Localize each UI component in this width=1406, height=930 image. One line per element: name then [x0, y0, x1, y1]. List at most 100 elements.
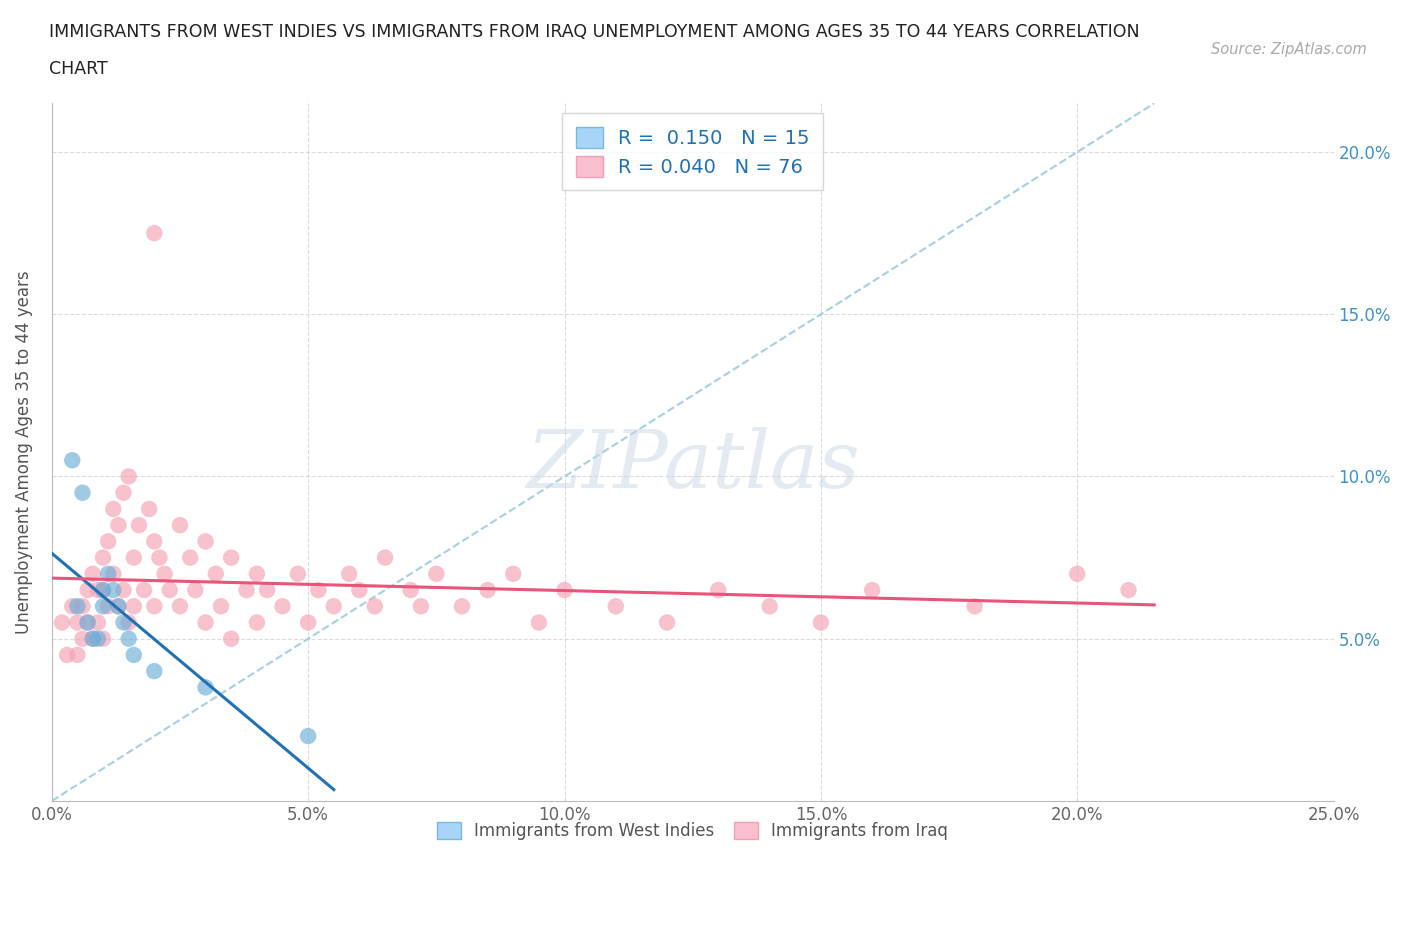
Point: [527, 615, 550, 630]
Point: [82, 631, 104, 646]
Point: [148, 551, 170, 565]
Point: [87, 582, 110, 597]
Point: [1066, 566, 1088, 581]
Point: [118, 469, 141, 484]
Text: CHART: CHART: [49, 60, 108, 78]
Point: [91, 582, 114, 597]
Point: [76, 582, 98, 597]
Text: IMMIGRANTS FROM WEST INDIES VS IMMIGRANTS FROM IRAQ UNEMPLOYMENT AMONG AGES 35 T: IMMIGRANTS FROM WEST INDIES VS IMMIGRANT…: [49, 23, 1140, 41]
Point: [103, 566, 125, 581]
Point: [91, 582, 114, 597]
Point: [82, 566, 104, 581]
Point: [860, 582, 883, 597]
Point: [128, 518, 150, 533]
Point: [194, 534, 217, 549]
Point: [194, 615, 217, 630]
Legend: Immigrants from West Indies, Immigrants from Iraq: Immigrants from West Indies, Immigrants …: [429, 814, 956, 848]
Point: [256, 582, 278, 597]
Point: [118, 631, 141, 646]
Point: [184, 582, 207, 597]
Point: [179, 551, 201, 565]
Point: [112, 582, 135, 597]
Point: [107, 599, 129, 614]
Point: [451, 599, 474, 614]
Point: [143, 534, 166, 549]
Point: [72, 599, 94, 614]
Point: [112, 615, 135, 630]
Point: [107, 599, 129, 614]
Point: [297, 728, 319, 743]
Point: [87, 615, 110, 630]
Point: [143, 664, 166, 679]
Point: [337, 566, 360, 581]
Point: [399, 582, 422, 597]
Point: [409, 599, 432, 614]
Point: [60, 599, 83, 614]
Point: [60, 453, 83, 468]
Point: [76, 615, 98, 630]
Point: [655, 615, 678, 630]
Point: [758, 599, 780, 614]
Point: [219, 551, 242, 565]
Point: [235, 582, 257, 597]
Point: [307, 582, 329, 597]
Point: [91, 599, 114, 614]
Point: [502, 566, 524, 581]
Point: [66, 647, 89, 662]
Point: [246, 615, 269, 630]
Point: [103, 501, 125, 516]
Point: [707, 582, 730, 597]
Point: [66, 599, 89, 614]
Point: [112, 485, 135, 500]
Point: [103, 582, 125, 597]
Point: [364, 599, 387, 614]
Point: [219, 631, 242, 646]
Text: ZIPatlas: ZIPatlas: [526, 428, 859, 505]
Point: [349, 582, 371, 597]
Point: [425, 566, 447, 581]
Point: [122, 551, 145, 565]
Y-axis label: Unemployment Among Ages 35 to 44 years: Unemployment Among Ages 35 to 44 years: [15, 271, 32, 634]
Point: [97, 534, 120, 549]
Point: [322, 599, 344, 614]
Point: [66, 615, 89, 630]
Point: [374, 551, 396, 565]
Point: [159, 582, 181, 597]
Point: [271, 599, 294, 614]
Point: [287, 566, 309, 581]
Point: [97, 566, 120, 581]
Point: [209, 599, 232, 614]
Point: [553, 582, 575, 597]
Point: [76, 615, 98, 630]
Point: [82, 631, 104, 646]
Point: [810, 615, 832, 630]
Text: Source: ZipAtlas.com: Source: ZipAtlas.com: [1211, 42, 1367, 57]
Point: [477, 582, 499, 597]
Point: [143, 226, 166, 241]
Point: [91, 631, 114, 646]
Point: [605, 599, 627, 614]
Point: [72, 631, 94, 646]
Point: [297, 615, 319, 630]
Point: [169, 518, 191, 533]
Point: [1118, 582, 1140, 597]
Point: [51, 615, 73, 630]
Point: [97, 599, 120, 614]
Point: [132, 582, 155, 597]
Point: [246, 566, 269, 581]
Point: [72, 485, 94, 500]
Point: [118, 615, 141, 630]
Point: [153, 566, 176, 581]
Point: [87, 631, 110, 646]
Point: [91, 551, 114, 565]
Point: [194, 680, 217, 695]
Point: [963, 599, 986, 614]
Point: [122, 599, 145, 614]
Point: [138, 501, 160, 516]
Point: [205, 566, 228, 581]
Point: [143, 599, 166, 614]
Point: [122, 647, 145, 662]
Point: [169, 599, 191, 614]
Point: [56, 647, 79, 662]
Point: [107, 518, 129, 533]
